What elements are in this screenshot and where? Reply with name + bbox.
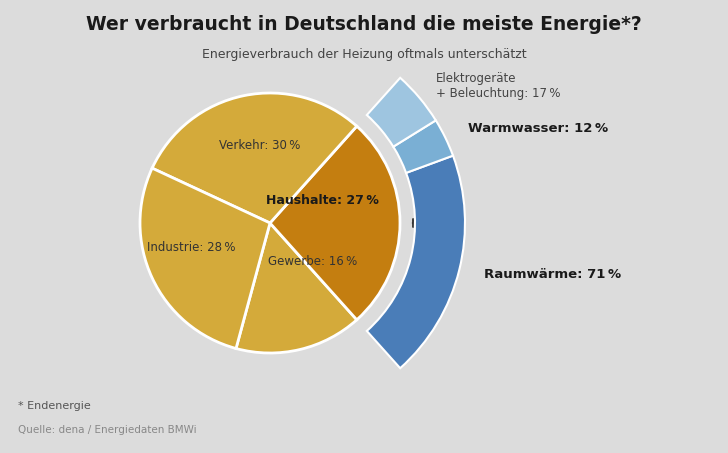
- Text: Elektrogeräte
+ Beleuchtung: 17 %: Elektrogeräte + Beleuchtung: 17 %: [436, 72, 561, 100]
- Text: Quelle: dena / Energiedaten BMWi: Quelle: dena / Energiedaten BMWi: [18, 425, 197, 435]
- Text: Raumwärme: 71 %: Raumwärme: 71 %: [483, 268, 621, 281]
- Wedge shape: [270, 126, 400, 320]
- Text: * Endenergie: * Endenergie: [18, 401, 91, 411]
- Wedge shape: [236, 223, 357, 353]
- Text: Wer verbraucht in Deutschland die meiste Energie*?: Wer verbraucht in Deutschland die meiste…: [86, 15, 642, 34]
- Wedge shape: [393, 120, 453, 173]
- Wedge shape: [367, 78, 436, 147]
- Wedge shape: [367, 156, 465, 368]
- Text: Verkehr: 30 %: Verkehr: 30 %: [219, 139, 301, 152]
- Text: Gewerbe: 16 %: Gewerbe: 16 %: [269, 255, 357, 268]
- Wedge shape: [152, 93, 357, 223]
- Text: Haushalte: 27 %: Haushalte: 27 %: [266, 194, 379, 207]
- Text: Energieverbrauch der Heizung oftmals unterschätzt: Energieverbrauch der Heizung oftmals unt…: [202, 48, 526, 61]
- Wedge shape: [140, 168, 270, 348]
- Text: Industrie: 28 %: Industrie: 28 %: [147, 241, 236, 255]
- Text: Warmwasser: 12 %: Warmwasser: 12 %: [468, 122, 609, 135]
